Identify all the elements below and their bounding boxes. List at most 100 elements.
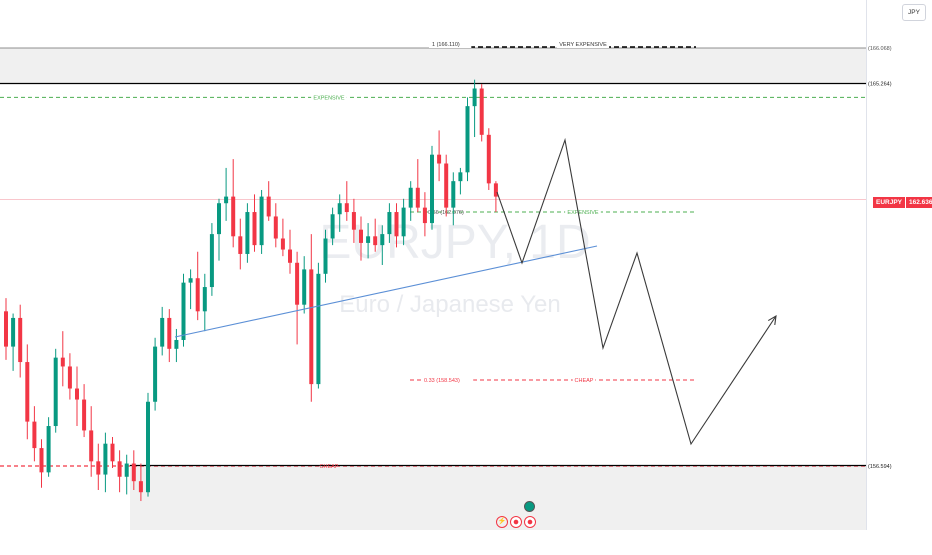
symbol-watermark: EURJPY, 1D xyxy=(319,216,590,269)
description-watermark: Euro / Japanese Yen xyxy=(339,291,561,318)
zone-cheap: CHEAP xyxy=(575,378,594,384)
candle-up xyxy=(430,154,434,224)
axis-label-166-068: (166.068) xyxy=(868,46,892,52)
candle-up xyxy=(458,172,463,182)
candle-down xyxy=(39,448,44,473)
candle-up xyxy=(224,196,229,204)
candle-down xyxy=(493,183,498,197)
candle-down xyxy=(238,236,243,254)
candle-down xyxy=(167,317,172,349)
candle-up xyxy=(146,401,150,493)
candle-down xyxy=(131,463,136,482)
candle-down xyxy=(479,88,484,135)
fib-label-1: 1 (166.110) xyxy=(432,42,460,48)
candle-up xyxy=(472,88,477,107)
candle-up xyxy=(465,106,470,173)
trendline xyxy=(174,245,598,338)
axis-label-165-264: (165.264) xyxy=(868,81,892,87)
candle-down xyxy=(75,388,79,400)
candle-down xyxy=(117,461,122,477)
candle-up xyxy=(330,214,335,239)
zone-very-expensive-bg xyxy=(556,41,610,48)
alert-toolbar: ⚡ xyxy=(495,501,540,531)
candle-down xyxy=(96,461,101,475)
zone-expensive: EXPENSIVE xyxy=(567,210,599,216)
candle-up xyxy=(451,181,456,208)
candle-up xyxy=(53,357,58,427)
candle-down xyxy=(67,366,72,389)
candle-down xyxy=(195,278,200,312)
candle-down xyxy=(110,443,115,462)
candle-up xyxy=(387,212,392,235)
candle-down xyxy=(231,196,236,237)
current-price-tag: EURJPY 162.636 xyxy=(873,197,932,208)
candle-down xyxy=(444,163,449,208)
candle-up xyxy=(174,339,179,349)
projection-arrowhead xyxy=(767,314,777,325)
candle-up xyxy=(11,317,16,347)
candle-up xyxy=(209,234,214,288)
candle-down xyxy=(437,154,442,164)
zone-expensive-upper: EXPENSIVE xyxy=(313,95,345,101)
candle-up xyxy=(103,443,108,475)
lightning-icon[interactable]: ⚡ xyxy=(496,516,508,528)
candle-up xyxy=(323,238,328,274)
candle-down xyxy=(394,212,399,237)
candle-up xyxy=(153,346,158,402)
candle-up xyxy=(302,269,307,305)
candle-up xyxy=(202,287,207,312)
candle-down xyxy=(280,238,285,250)
candle-down xyxy=(373,236,378,246)
candle-down xyxy=(295,262,300,305)
candle-down xyxy=(4,311,8,347)
candle-down xyxy=(252,212,257,246)
zone-expensive-upper-bg xyxy=(311,94,347,102)
candle-up xyxy=(366,236,371,243)
axis-label-156-594: (156.594) xyxy=(868,464,892,470)
candle-down xyxy=(60,357,65,367)
premium-zone xyxy=(0,48,866,84)
candle-down xyxy=(89,430,94,462)
record-icon[interactable] xyxy=(524,501,535,512)
record-icon[interactable] xyxy=(510,516,522,528)
candle-down xyxy=(309,269,314,385)
zone-cheap-bg xyxy=(572,377,596,385)
candle-up xyxy=(259,196,264,246)
candle-down xyxy=(138,481,143,493)
price-tag: 162.636 xyxy=(905,197,932,208)
candle-up xyxy=(188,278,193,283)
currency-button[interactable]: JPY xyxy=(902,4,926,21)
candle-down xyxy=(18,317,23,363)
fib-label-033-bg xyxy=(421,377,474,385)
zone-very-expensive: VERY EXPENSIVE xyxy=(559,42,607,48)
candle-down xyxy=(288,249,292,263)
zone-cheap-lower: CHEAP xyxy=(320,464,339,470)
candle-up xyxy=(124,463,129,477)
candle-up xyxy=(316,273,321,385)
fib-label-033: 0.33 (158.543) xyxy=(424,378,460,384)
candle-down xyxy=(359,229,363,243)
fib-label-1-bg xyxy=(429,41,472,48)
candle-down xyxy=(273,216,278,239)
projection-path xyxy=(496,137,777,446)
zone-expensive-bg xyxy=(565,209,601,217)
record-icon[interactable] xyxy=(524,516,536,528)
candle-up xyxy=(181,282,186,340)
candle-up xyxy=(380,234,385,246)
candle-up xyxy=(217,203,221,235)
candle-up xyxy=(337,203,342,215)
candle-down xyxy=(82,399,87,431)
candle-up xyxy=(408,187,413,208)
candle-down xyxy=(344,203,349,213)
candle-down xyxy=(25,362,30,422)
candle-down xyxy=(486,134,491,184)
currency-label: JPY xyxy=(908,9,920,16)
candle-down xyxy=(422,207,427,224)
candle-up xyxy=(245,212,250,254)
candle-down xyxy=(351,212,356,230)
candle-down xyxy=(266,196,271,217)
candle-down xyxy=(32,421,37,449)
candle-up xyxy=(160,317,165,347)
